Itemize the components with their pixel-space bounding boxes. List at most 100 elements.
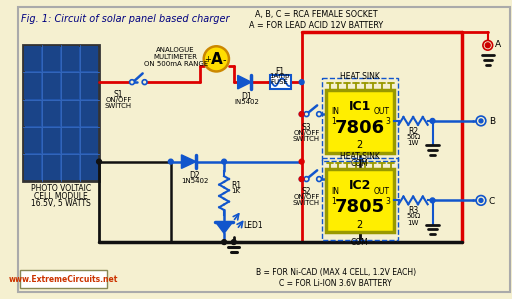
Polygon shape — [216, 222, 233, 233]
Circle shape — [168, 159, 173, 164]
Bar — [44, 128, 60, 153]
Circle shape — [483, 40, 493, 50]
Text: 16.5V, 5 WATTS: 16.5V, 5 WATTS — [31, 199, 91, 208]
Text: ANALOGUE: ANALOGUE — [156, 47, 195, 53]
Circle shape — [97, 159, 101, 164]
Text: ON/OFF: ON/OFF — [293, 194, 319, 200]
Text: A: A — [495, 40, 501, 49]
Text: IN: IN — [332, 107, 339, 116]
Bar — [326, 169, 394, 232]
Text: 1: 1 — [332, 196, 336, 205]
Text: FUSE: FUSE — [270, 79, 288, 85]
Text: HEAT SINK: HEAT SINK — [340, 72, 380, 81]
Text: ON/OFF: ON/OFF — [293, 130, 319, 136]
Circle shape — [316, 112, 322, 117]
Text: 2: 2 — [357, 220, 363, 230]
Text: 50Ω: 50Ω — [406, 134, 420, 140]
Text: 50Ω: 50Ω — [406, 213, 420, 219]
Circle shape — [479, 199, 483, 202]
Text: D1: D1 — [241, 92, 252, 101]
Text: R1: R1 — [231, 181, 241, 190]
Circle shape — [299, 112, 304, 117]
Text: A: A — [210, 52, 222, 67]
Circle shape — [130, 80, 135, 85]
Bar — [25, 128, 41, 153]
Circle shape — [231, 240, 236, 245]
Text: F1: F1 — [275, 67, 284, 76]
Text: 3: 3 — [385, 196, 390, 205]
Bar — [25, 155, 41, 180]
Bar — [322, 158, 398, 240]
Text: 2: 2 — [357, 140, 363, 150]
Bar — [24, 45, 99, 181]
Text: IC1: IC1 — [349, 100, 371, 113]
Bar — [81, 128, 98, 153]
Circle shape — [430, 118, 435, 123]
Bar — [326, 90, 394, 153]
Text: OUT: OUT — [374, 107, 390, 116]
Circle shape — [299, 112, 304, 117]
Bar — [44, 73, 60, 99]
Bar — [81, 73, 98, 99]
Bar — [81, 155, 98, 180]
Text: ON 500mA RANGE: ON 500mA RANGE — [143, 61, 208, 67]
Bar — [25, 100, 41, 126]
Text: R2: R2 — [408, 127, 418, 136]
Text: 7805: 7805 — [335, 199, 385, 216]
Circle shape — [476, 196, 486, 205]
Text: COM: COM — [351, 238, 369, 247]
Circle shape — [299, 80, 304, 85]
Text: COM: COM — [351, 159, 369, 168]
Text: +: + — [204, 55, 211, 64]
Text: 7806: 7806 — [335, 119, 385, 137]
Text: HEAT SINK: HEAT SINK — [340, 152, 380, 161]
Circle shape — [299, 159, 304, 164]
Bar — [19, 270, 107, 288]
Bar — [44, 46, 60, 71]
Circle shape — [304, 112, 309, 117]
Text: S3: S3 — [302, 123, 311, 132]
Circle shape — [299, 177, 304, 181]
Text: S2: S2 — [302, 187, 311, 196]
Bar — [25, 46, 41, 71]
Polygon shape — [181, 155, 196, 168]
Text: 1K: 1K — [231, 188, 240, 194]
Circle shape — [204, 46, 229, 71]
Circle shape — [299, 177, 304, 181]
Text: SWITCH: SWITCH — [293, 136, 320, 142]
Bar — [62, 46, 79, 71]
Circle shape — [479, 119, 483, 123]
Text: IC2: IC2 — [349, 179, 371, 192]
Text: 3: 3 — [385, 117, 390, 126]
Text: Fig. 1: Circuit of solar panel based charger: Fig. 1: Circuit of solar panel based cha… — [22, 14, 230, 24]
Text: 1W: 1W — [408, 140, 419, 146]
Text: CELL MODULE: CELL MODULE — [34, 192, 88, 201]
Bar — [62, 128, 79, 153]
Text: 1N5402: 1N5402 — [181, 178, 209, 184]
Text: SWITCH: SWITCH — [293, 200, 320, 206]
Text: LED1: LED1 — [244, 221, 263, 230]
Text: A, B, C = RCA FEMALE SOCKET
A = FOR LEAD ACID 12V BATTERY: A, B, C = RCA FEMALE SOCKET A = FOR LEAD… — [249, 10, 383, 30]
Text: OUT: OUT — [374, 187, 390, 196]
Bar — [62, 155, 79, 180]
Circle shape — [476, 116, 486, 126]
Circle shape — [485, 43, 490, 48]
Circle shape — [142, 80, 147, 85]
Text: B: B — [489, 117, 495, 126]
Text: ON/OFF: ON/OFF — [105, 97, 132, 103]
Polygon shape — [238, 75, 251, 89]
Text: MULTIMETER: MULTIMETER — [154, 54, 198, 60]
Bar — [44, 100, 60, 126]
Bar — [81, 100, 98, 126]
Text: www.ExtremeCircuits.net: www.ExtremeCircuits.net — [9, 275, 118, 284]
Text: IN: IN — [332, 187, 339, 196]
Circle shape — [430, 198, 435, 203]
Bar — [62, 73, 79, 99]
Text: 1: 1 — [332, 117, 336, 126]
Text: S1: S1 — [114, 90, 123, 99]
Text: D2: D2 — [190, 171, 200, 180]
Bar — [25, 73, 41, 99]
Circle shape — [222, 159, 226, 164]
Circle shape — [316, 177, 322, 181]
Text: C: C — [489, 196, 495, 205]
